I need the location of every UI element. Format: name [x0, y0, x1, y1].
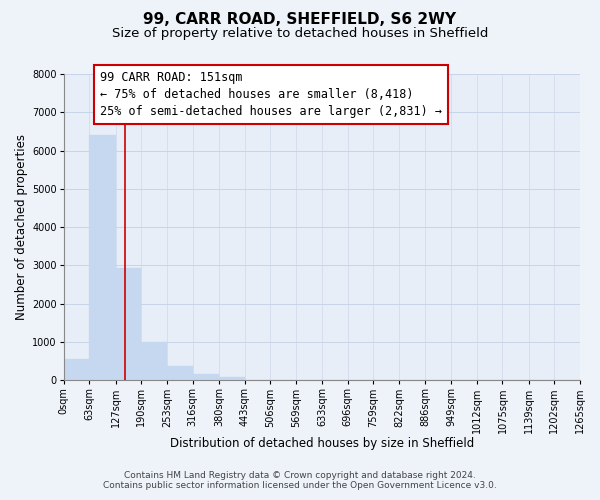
Text: Contains HM Land Registry data © Crown copyright and database right 2024.
Contai: Contains HM Land Registry data © Crown c… — [103, 470, 497, 490]
Bar — [193, 374, 219, 380]
Bar — [116, 268, 141, 380]
Bar — [64, 359, 89, 380]
Bar — [89, 134, 116, 380]
Bar — [167, 366, 193, 380]
Bar — [219, 376, 245, 380]
Text: 99, CARR ROAD, SHEFFIELD, S6 2WY: 99, CARR ROAD, SHEFFIELD, S6 2WY — [143, 12, 457, 28]
X-axis label: Distribution of detached houses by size in Sheffield: Distribution of detached houses by size … — [170, 437, 474, 450]
Text: 99 CARR ROAD: 151sqm
← 75% of detached houses are smaller (8,418)
25% of semi-de: 99 CARR ROAD: 151sqm ← 75% of detached h… — [100, 71, 442, 118]
Text: Size of property relative to detached houses in Sheffield: Size of property relative to detached ho… — [112, 28, 488, 40]
Y-axis label: Number of detached properties: Number of detached properties — [15, 134, 28, 320]
Bar — [141, 342, 167, 380]
